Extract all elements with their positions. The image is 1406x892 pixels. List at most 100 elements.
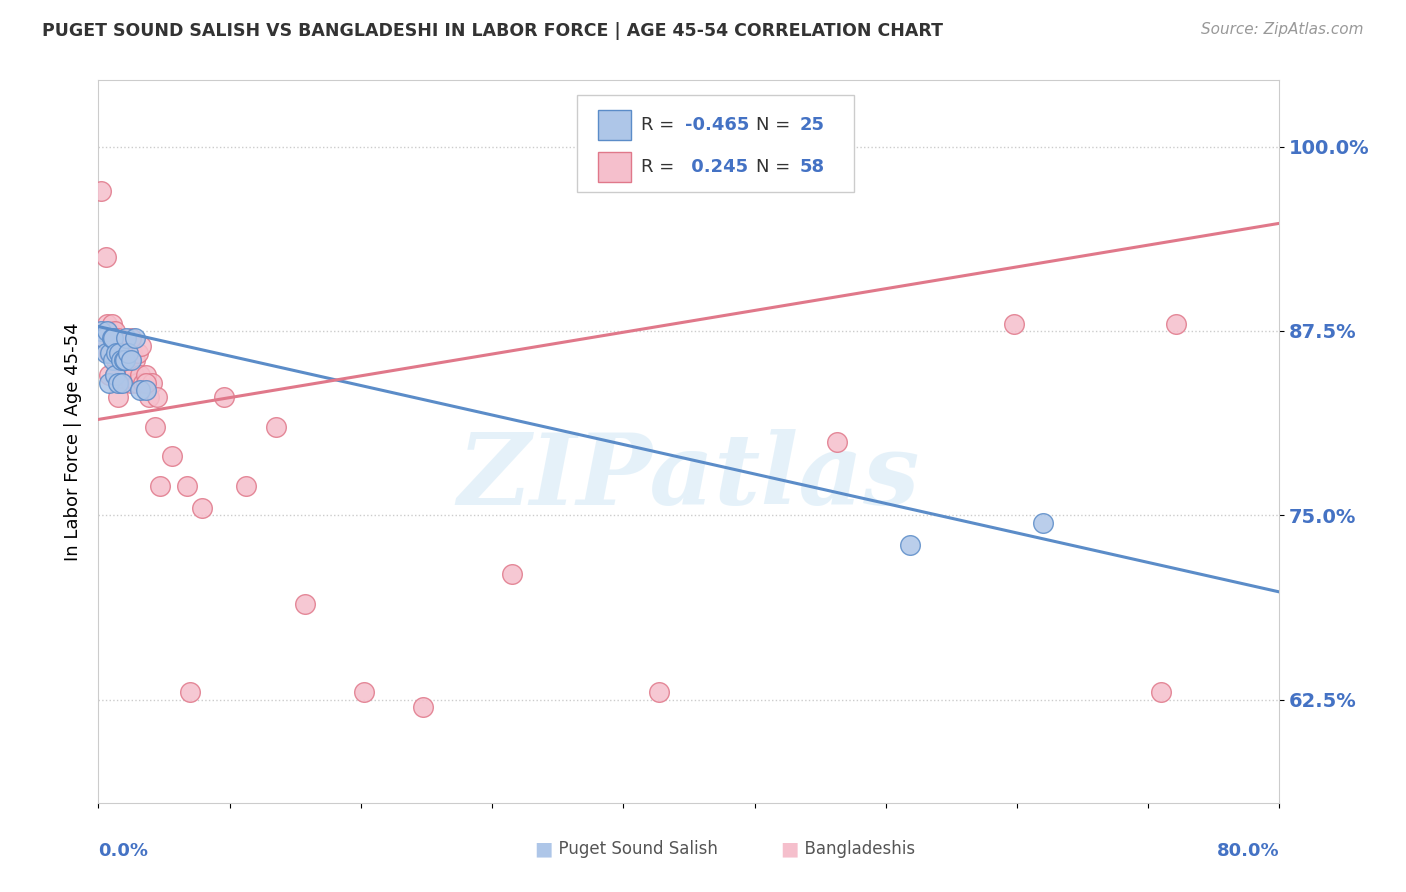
Point [111, 376, 134, 390]
Point [648, 685, 671, 699]
Y-axis label: In Labor Force | Age 45-54: In Labor Force | Age 45-54 [63, 322, 82, 561]
Text: ZIPatlas: ZIPatlas [458, 429, 920, 526]
Point [108, 376, 131, 390]
Point [900, 538, 922, 552]
Point [103, 331, 125, 345]
Text: ■: ■ [780, 839, 799, 858]
Point [111, 368, 134, 383]
Text: N =: N = [756, 158, 796, 176]
Point [97, 368, 120, 383]
Point [112, 353, 135, 368]
Point [96, 317, 118, 331]
Point [1032, 516, 1054, 530]
Text: R =: R = [641, 116, 679, 134]
Point [100, 317, 122, 331]
Point [93, 331, 115, 345]
Point [120, 353, 142, 368]
Point [103, 331, 125, 345]
Point [104, 368, 127, 383]
Point [115, 331, 138, 345]
Point [90, 324, 112, 338]
Point [135, 368, 157, 383]
Point [1002, 317, 1025, 331]
Text: 0.0%: 0.0% [98, 842, 149, 860]
Point [110, 346, 132, 360]
Point [97, 376, 120, 390]
Text: 0.245: 0.245 [685, 158, 748, 176]
Point [90, 184, 112, 198]
Text: -0.465: -0.465 [685, 116, 749, 134]
Point [96, 324, 118, 338]
Point [100, 331, 122, 345]
Point [112, 346, 135, 360]
Point [94, 250, 117, 264]
Point [114, 368, 136, 383]
Point [162, 450, 183, 464]
Point [120, 331, 142, 345]
Point [112, 353, 135, 368]
Text: Bangladeshis: Bangladeshis [794, 840, 915, 858]
Point [94, 346, 117, 360]
Text: ■: ■ [534, 839, 553, 858]
FancyBboxPatch shape [598, 110, 631, 140]
Point [135, 383, 157, 397]
Text: 25: 25 [800, 116, 825, 134]
Point [120, 376, 142, 390]
Point [191, 500, 214, 515]
Point [105, 353, 128, 368]
Point [98, 324, 121, 338]
Point [114, 353, 136, 368]
Point [117, 346, 139, 360]
Point [294, 597, 316, 611]
Point [353, 685, 375, 699]
Point [97, 346, 120, 360]
Point [107, 331, 129, 345]
Point [127, 346, 149, 360]
Point [825, 434, 848, 449]
Point [132, 376, 155, 390]
Point [128, 368, 150, 383]
Text: R =: R = [641, 158, 679, 176]
Point [124, 353, 146, 368]
Point [104, 324, 127, 338]
Text: 80.0%: 80.0% [1216, 842, 1279, 860]
Point [105, 346, 128, 360]
Point [1166, 317, 1188, 331]
Point [129, 339, 152, 353]
Point [107, 390, 129, 404]
Point [115, 339, 138, 353]
Point [1150, 685, 1173, 699]
Point [146, 390, 169, 404]
Point [149, 479, 172, 493]
Point [122, 368, 145, 383]
Text: PUGET SOUND SALISH VS BANGLADESHI IN LABOR FORCE | AGE 45-54 CORRELATION CHART: PUGET SOUND SALISH VS BANGLADESHI IN LAB… [42, 22, 943, 40]
Point [235, 479, 257, 493]
Point [108, 346, 131, 360]
Point [100, 346, 122, 360]
Point [176, 479, 198, 493]
Point [107, 376, 129, 390]
Point [264, 419, 287, 434]
Text: Source: ZipAtlas.com: Source: ZipAtlas.com [1201, 22, 1364, 37]
FancyBboxPatch shape [598, 152, 631, 182]
Point [103, 346, 125, 360]
Point [179, 685, 201, 699]
Point [124, 331, 146, 345]
Point [135, 376, 157, 390]
Text: Puget Sound Salish: Puget Sound Salish [548, 840, 718, 858]
Point [128, 383, 150, 397]
Point [110, 353, 132, 368]
Point [212, 390, 235, 404]
Point [93, 331, 115, 345]
Point [121, 346, 143, 360]
Point [125, 376, 148, 390]
Point [98, 346, 121, 360]
FancyBboxPatch shape [576, 95, 855, 193]
Point [412, 700, 434, 714]
Point [138, 390, 160, 404]
Text: N =: N = [756, 116, 796, 134]
Text: 58: 58 [800, 158, 825, 176]
Point [501, 567, 523, 582]
Point [104, 368, 127, 383]
Point [103, 353, 125, 368]
